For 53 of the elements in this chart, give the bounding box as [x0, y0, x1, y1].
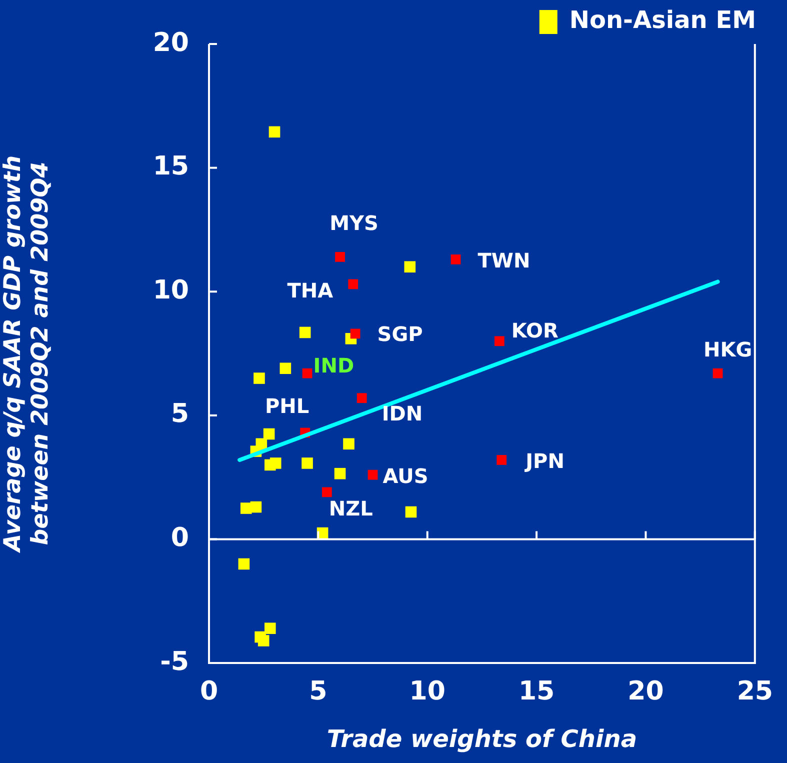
- point: [254, 372, 265, 384]
- annotation: TWN: [478, 248, 530, 273]
- point: [368, 470, 378, 480]
- x-tick-label: 15: [518, 676, 555, 706]
- x-tick-label: 0: [200, 676, 218, 706]
- point: [263, 428, 275, 440]
- y-tick-label: 15: [152, 152, 189, 182]
- x-tick-label: 20: [628, 676, 664, 706]
- y-tick-label: 10: [152, 275, 189, 306]
- point: [238, 558, 250, 570]
- point: [494, 336, 504, 346]
- point: [280, 362, 292, 374]
- annotation: MYS: [330, 211, 378, 236]
- y-tick-label: -5: [160, 646, 189, 677]
- y-tick-label: 0: [170, 522, 189, 553]
- point: [268, 126, 280, 138]
- point: [712, 368, 723, 378]
- annotation: IDN: [382, 401, 423, 426]
- y-tick-label: 20: [152, 28, 189, 58]
- y-tick-label: 5: [170, 399, 189, 430]
- annotation: HKG: [703, 338, 752, 362]
- annotation: JPN: [524, 449, 564, 474]
- x-axis-title: Trade weights of China: [326, 724, 638, 753]
- point: [334, 468, 346, 480]
- point: [258, 635, 270, 646]
- point: [496, 455, 507, 465]
- x-tick-label: 5: [309, 676, 328, 706]
- point: [322, 487, 332, 498]
- point: [350, 328, 360, 339]
- point: [302, 458, 313, 469]
- point: [302, 368, 312, 378]
- x-tick-label: 25: [736, 676, 774, 706]
- y-axis-title: Average q/q SAAR GDP growth between 2009Q2 and 2009Q4: [0, 155, 54, 554]
- point: [450, 254, 461, 264]
- point: [343, 438, 354, 450]
- x-tick-label: 10: [409, 676, 446, 706]
- point: [404, 261, 416, 272]
- annotation: THA: [287, 278, 334, 302]
- point: [335, 252, 345, 262]
- point: [348, 279, 358, 290]
- legend-label: Non-Asian EM: [569, 6, 756, 34]
- point: [264, 622, 276, 634]
- point: [264, 459, 276, 471]
- point: [405, 506, 417, 518]
- annotation: PHL: [265, 394, 310, 418]
- annotation: SGP: [377, 322, 423, 346]
- point: [250, 501, 262, 513]
- point: [356, 393, 367, 404]
- annotation: NZL: [328, 496, 374, 520]
- annotation: AUS: [382, 464, 428, 488]
- annotation: IND: [313, 354, 354, 378]
- point: [299, 326, 311, 338]
- annotation: KOR: [511, 318, 558, 342]
